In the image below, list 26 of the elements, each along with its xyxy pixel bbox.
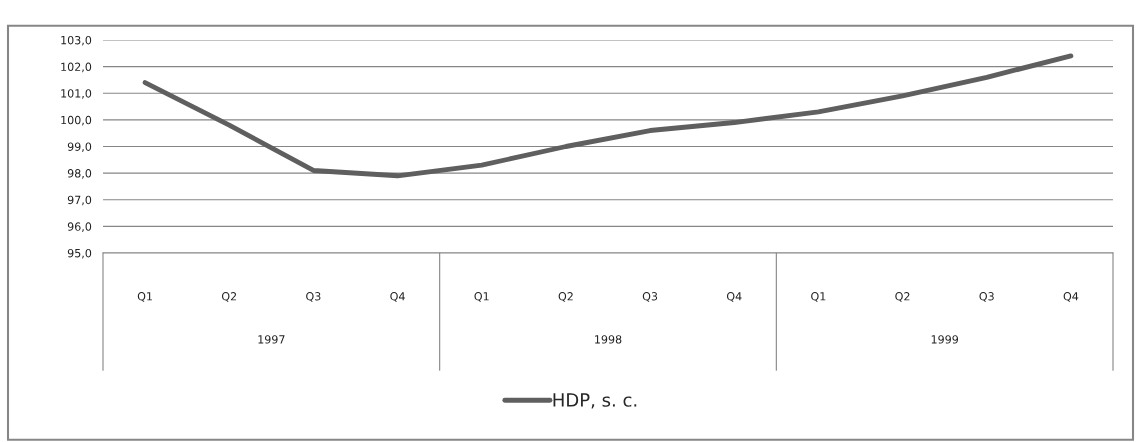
line-series xyxy=(142,53,1074,179)
x-tick-label: Q4 xyxy=(1063,292,1079,302)
y-tick-label: 101,0 xyxy=(61,89,92,99)
y-tick-label: 98,0 xyxy=(67,169,92,179)
text: 1997 xyxy=(258,335,285,344)
x-tick-label: Q1 xyxy=(811,292,826,302)
x-tick-label: Q1 xyxy=(474,292,489,302)
legend-label: HDP, s. c. xyxy=(553,393,637,409)
x-tick-label: Q2 xyxy=(895,292,910,302)
y-tick-label: 103,0 xyxy=(61,35,92,46)
y-tick-label: 95,0 xyxy=(67,248,92,259)
y-tick-label: 102,0 xyxy=(61,62,92,73)
y-tick-label: 100,0 xyxy=(61,115,92,126)
x-tick-label: Q3 xyxy=(979,292,994,302)
y-tick-label: 97,0 xyxy=(67,195,92,206)
x-tick-label: Q2 xyxy=(221,292,237,302)
x-tick-label: Q4 xyxy=(726,292,742,302)
x-tick-label: Q3 xyxy=(306,292,321,302)
x-tick-label: Q2 xyxy=(558,292,573,302)
text: 1998 xyxy=(595,335,622,344)
y-tick-label: 96,0 xyxy=(67,222,92,232)
y-tick-label: 99,0 xyxy=(67,142,92,153)
text: 1999 xyxy=(931,335,959,344)
x-tick-label: Q3 xyxy=(642,292,658,302)
x-tick-label: Q4 xyxy=(390,292,405,302)
x-tick-label: Q1 xyxy=(137,292,152,302)
